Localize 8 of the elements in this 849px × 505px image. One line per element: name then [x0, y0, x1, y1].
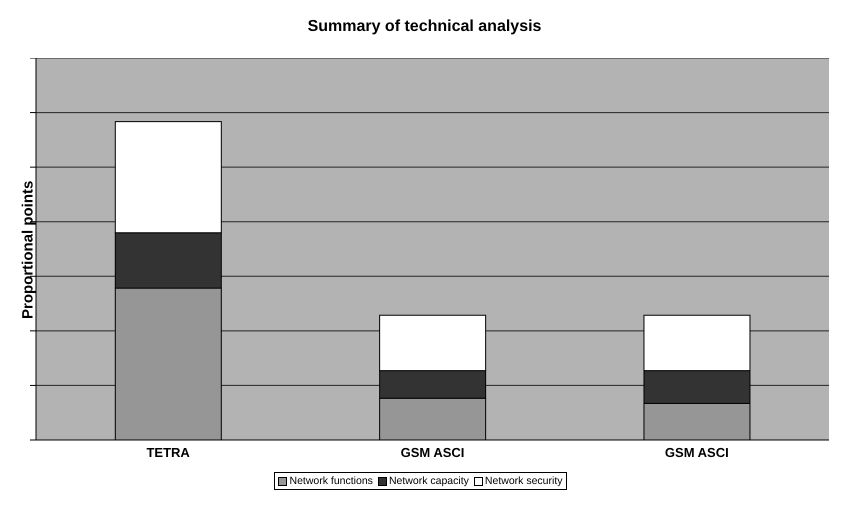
legend-label: Network capacity	[388, 475, 469, 487]
x-tick-label: GSM ASCI	[400, 445, 464, 460]
x-tick-label: TETRA	[146, 445, 190, 460]
y-axis-title: Proportional points	[19, 180, 36, 319]
legend-label: Network functions	[288, 475, 373, 487]
x-tick-label: GSM ASCI	[664, 445, 729, 460]
legend-label: Network security	[484, 475, 562, 487]
chart-title: Summary of technical analysis	[306, 18, 542, 37]
